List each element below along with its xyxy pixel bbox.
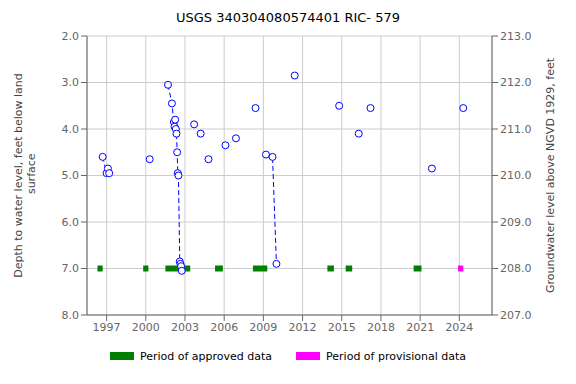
svg-text:2006: 2006 bbox=[210, 321, 238, 334]
svg-text:Depth to water level, feet bel: Depth to water level, feet below land su… bbox=[11, 73, 37, 278]
html-text:USGS 340304080574401 RIC- 579: USGS 340304080574401 RIC- 579 bbox=[176, 10, 400, 25]
svg-text:212.0: 212.0 bbox=[500, 76, 532, 89]
svg-text:208.0: 208.0 bbox=[500, 262, 532, 275]
svg-text:6.0: 6.0 bbox=[62, 216, 80, 229]
svg-text:2018: 2018 bbox=[367, 321, 395, 334]
svg-text:207.0: 207.0 bbox=[500, 309, 532, 322]
svg-text:3.0: 3.0 bbox=[62, 76, 80, 89]
svg-text:4.0: 4.0 bbox=[62, 123, 80, 136]
svg-text:7.0: 7.0 bbox=[62, 262, 80, 275]
svg-text:2021: 2021 bbox=[406, 321, 434, 334]
svg-text:209.0: 209.0 bbox=[500, 216, 532, 229]
svg-text:211.0: 211.0 bbox=[500, 123, 532, 136]
svg-text:8.0: 8.0 bbox=[62, 309, 80, 322]
svg-text:210.0: 210.0 bbox=[500, 169, 532, 182]
svg-text:2.0: 2.0 bbox=[62, 30, 80, 43]
html-text:Period of provisional data: Period of provisional data bbox=[326, 349, 467, 363]
svg-text:2012: 2012 bbox=[289, 321, 317, 334]
svg-text:5.0: 5.0 bbox=[62, 169, 80, 182]
svg-text:213.0: 213.0 bbox=[500, 30, 532, 43]
svg-text:2003: 2003 bbox=[171, 321, 199, 334]
svg-text:2015: 2015 bbox=[328, 321, 356, 334]
svg-text:1997: 1997 bbox=[93, 321, 121, 334]
svg-text:2009: 2009 bbox=[249, 321, 277, 334]
html-text:Period of approved data: Period of approved data bbox=[139, 349, 273, 363]
svg-text:2024: 2024 bbox=[445, 321, 473, 334]
svg-text:2000: 2000 bbox=[132, 321, 160, 334]
svg-text:Groundwater level above NGVD 1: Groundwater level above NGVD 1929, feet bbox=[544, 57, 557, 293]
